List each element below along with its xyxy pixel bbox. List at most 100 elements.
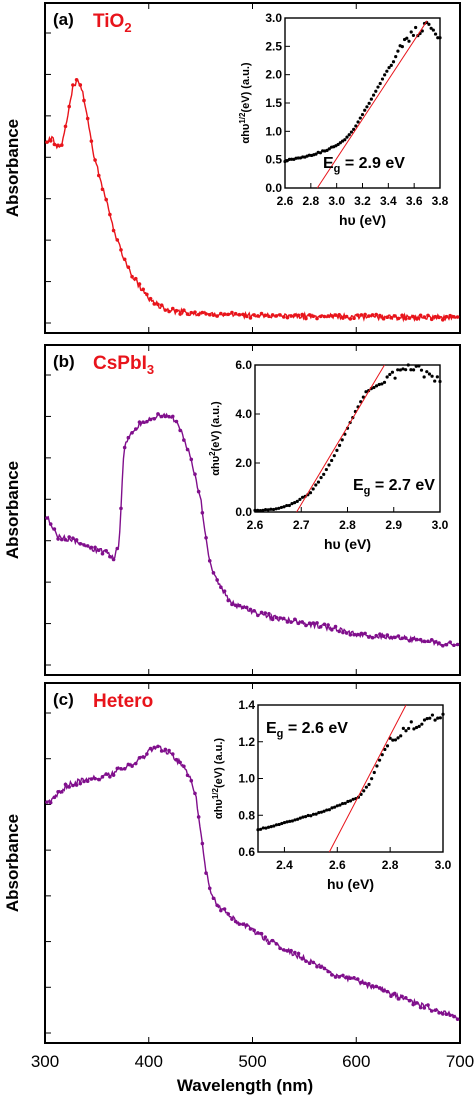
inset-x-tick-label: 2.9	[385, 518, 402, 532]
absorbance-point	[407, 998, 412, 1003]
absorbance-point	[333, 313, 338, 317]
absorbance-point	[226, 598, 231, 603]
absorbance-point	[152, 302, 157, 306]
inset-point	[396, 49, 400, 53]
absorbance-point	[100, 551, 105, 556]
inset-point	[261, 508, 265, 512]
absorbance-point	[196, 815, 201, 819]
absorbance-point	[196, 489, 201, 494]
inset-point	[332, 454, 336, 458]
absorbance-point	[440, 643, 445, 648]
absorbance-point	[274, 941, 279, 946]
inset-y-axis-label: αhυ1/2(eV) (a.u.)	[211, 738, 225, 819]
absorbance-point	[400, 636, 404, 641]
absorbance-point	[159, 749, 164, 753]
absorbance-point	[304, 959, 308, 963]
absorbance-point	[378, 313, 382, 318]
absorbance-point	[389, 635, 393, 640]
inset-point	[319, 810, 324, 814]
absorbance-point	[426, 1003, 430, 1007]
inset-point	[385, 744, 390, 748]
inset-y-tick-label: 1.2	[238, 735, 255, 749]
absorbance-point	[355, 977, 360, 981]
inset-point	[274, 823, 279, 827]
inset-point	[367, 101, 371, 105]
inset-point	[269, 507, 273, 511]
inset-point	[429, 26, 433, 30]
absorbance-point	[411, 314, 416, 319]
absorbance-point	[378, 632, 382, 637]
inset-point	[365, 105, 369, 109]
absorbance-point	[196, 312, 201, 317]
absorbance-point	[326, 314, 330, 318]
inset-x-tick-label: 3.6	[406, 194, 423, 208]
absorbance-point	[163, 414, 168, 419]
inset-point	[316, 480, 321, 484]
inset-point	[296, 156, 300, 160]
absorbance-point	[211, 896, 216, 901]
absorbance-point	[278, 313, 282, 317]
absorbance-point	[182, 308, 186, 313]
inset-point	[370, 777, 374, 781]
absorbance-point	[145, 419, 149, 424]
inset-point	[282, 820, 287, 825]
absorbance-point	[267, 941, 271, 945]
inset-point	[287, 503, 291, 508]
inset-fit-line	[328, 704, 407, 853]
absorbance-point	[259, 311, 264, 316]
absorbance-point	[48, 800, 53, 805]
absorbance-point	[392, 314, 397, 318]
absorbance-point	[152, 416, 157, 421]
inset-point	[259, 827, 263, 831]
absorbance-point	[111, 773, 116, 777]
absorbance-line	[46, 78, 458, 323]
inset-point	[296, 817, 300, 821]
absorbance-point	[63, 124, 68, 129]
absorbance-point	[59, 790, 64, 794]
absorbance-point	[341, 630, 345, 635]
inset-point	[414, 725, 419, 730]
panel-letter: (a)	[53, 10, 74, 29]
absorbance-point	[385, 315, 390, 320]
absorbance-point	[200, 511, 205, 515]
absorbance-point	[315, 316, 319, 321]
absorbance-point	[270, 313, 275, 317]
inset-point	[422, 718, 427, 722]
absorbance-point	[389, 315, 393, 320]
inset-point	[433, 718, 437, 722]
absorbance-point	[367, 981, 371, 986]
absorbance-point	[126, 435, 131, 440]
absorbance-point	[396, 316, 401, 321]
inset-point	[322, 809, 326, 813]
inset-y-tick-label: 1.0	[265, 124, 282, 138]
absorbance-point	[204, 535, 208, 540]
absorbance-point	[241, 312, 245, 317]
inset-point	[376, 85, 380, 89]
inset-point	[269, 824, 273, 829]
absorbance-point	[211, 313, 216, 317]
inset-x-tick-label: 2.6	[277, 194, 294, 208]
absorbance-point	[93, 545, 97, 550]
absorbance-point	[374, 312, 379, 317]
absorbance-point	[74, 538, 79, 542]
inset-y-tick-label: 1.5	[265, 96, 282, 110]
absorbance-point	[159, 303, 164, 307]
absorbance-point	[440, 317, 445, 322]
absorbance-point	[137, 756, 142, 760]
absorbance-point	[226, 312, 231, 317]
absorbance-point	[148, 417, 153, 422]
absorbance-point	[330, 973, 334, 977]
absorbance-point	[326, 623, 330, 627]
inset-point	[375, 764, 379, 768]
absorbance-point	[96, 173, 101, 178]
inset-point	[301, 815, 305, 819]
absorbance-point	[148, 296, 153, 301]
absorbance-point	[296, 313, 301, 318]
inset-point	[401, 726, 405, 730]
absorbance-point	[352, 632, 356, 637]
absorbance-point	[263, 611, 268, 615]
absorbance-point	[185, 447, 190, 452]
inset-point	[372, 770, 376, 775]
inset-point	[405, 36, 409, 40]
inset-y-tick-label: 2.0	[235, 456, 252, 470]
